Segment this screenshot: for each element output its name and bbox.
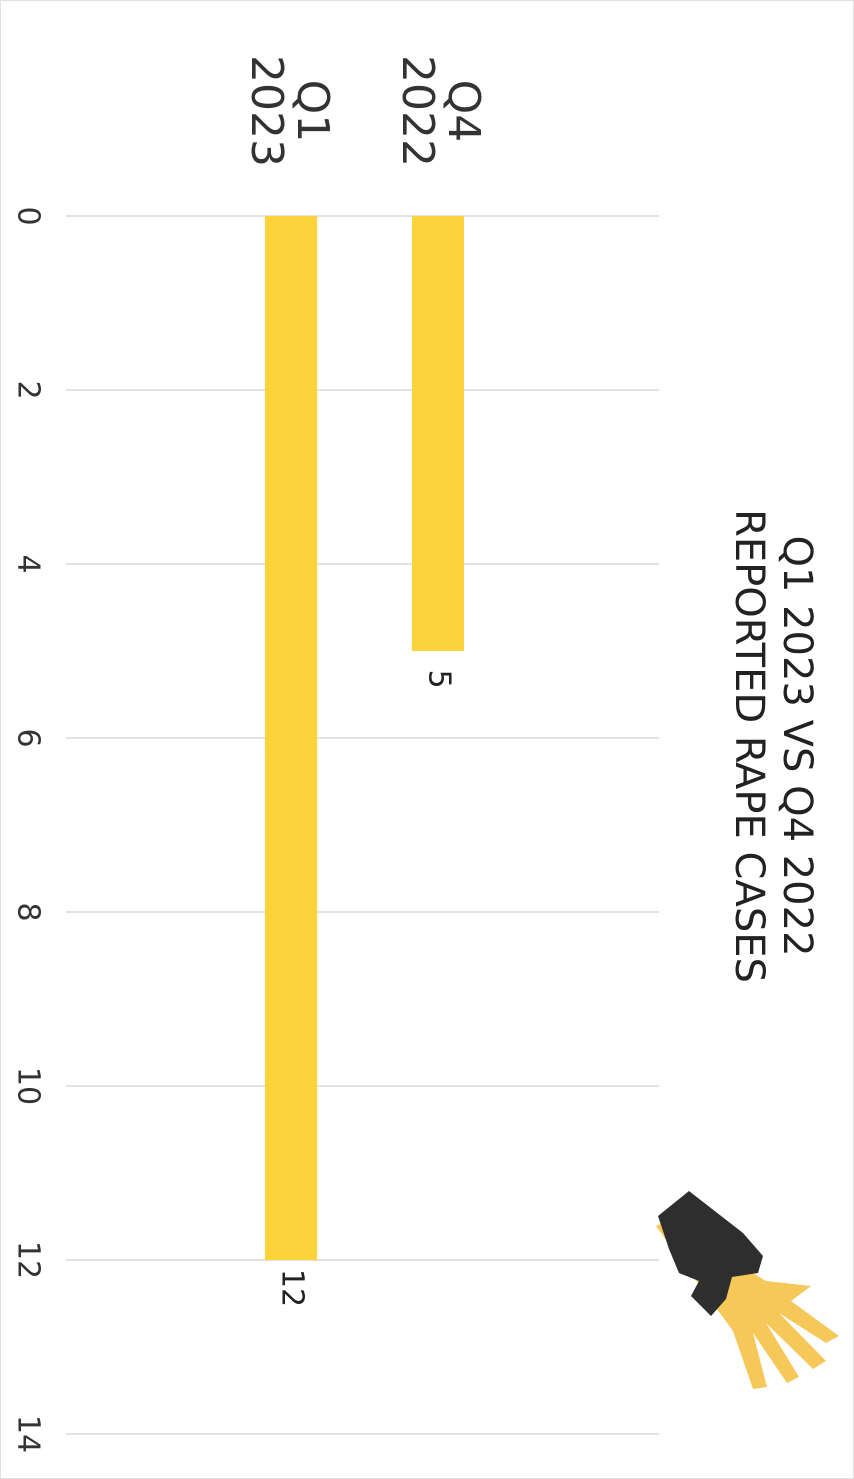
bar bbox=[412, 216, 464, 651]
category-label-line: Q4 bbox=[438, 80, 489, 143]
data-label: 12 bbox=[275, 1269, 310, 1307]
tick-label: 2 bbox=[11, 380, 46, 399]
chart-title-line: REPORTED RAPE CASES bbox=[726, 509, 772, 983]
grid-layer bbox=[66, 215, 659, 1435]
tick-label: 6 bbox=[11, 728, 46, 747]
category-label-line: Q1 bbox=[287, 80, 338, 143]
labels-layer: 5 12 bbox=[275, 669, 457, 1307]
category-label-line: 2022 bbox=[392, 55, 443, 167]
tick-label: 4 bbox=[11, 554, 46, 573]
category-label-line: 2023 bbox=[241, 55, 292, 167]
tick-label: 0 bbox=[11, 206, 46, 225]
tick-label: 8 bbox=[11, 902, 46, 921]
data-label: 5 bbox=[422, 669, 457, 688]
chart-title-line: Q1 2023 VS Q4 2022 bbox=[774, 535, 820, 956]
bar bbox=[265, 216, 317, 1260]
tick-label: 12 bbox=[11, 1241, 46, 1279]
bars-layer bbox=[265, 216, 464, 1260]
hand-grab-icon-hand bbox=[658, 1191, 763, 1316]
ticks-layer: 0 2 4 6 8 10 12 14 bbox=[11, 206, 46, 1453]
tick-label: 10 bbox=[11, 1067, 46, 1105]
tick-label: 14 bbox=[11, 1415, 46, 1453]
hand-grab-icon bbox=[656, 1191, 839, 1389]
